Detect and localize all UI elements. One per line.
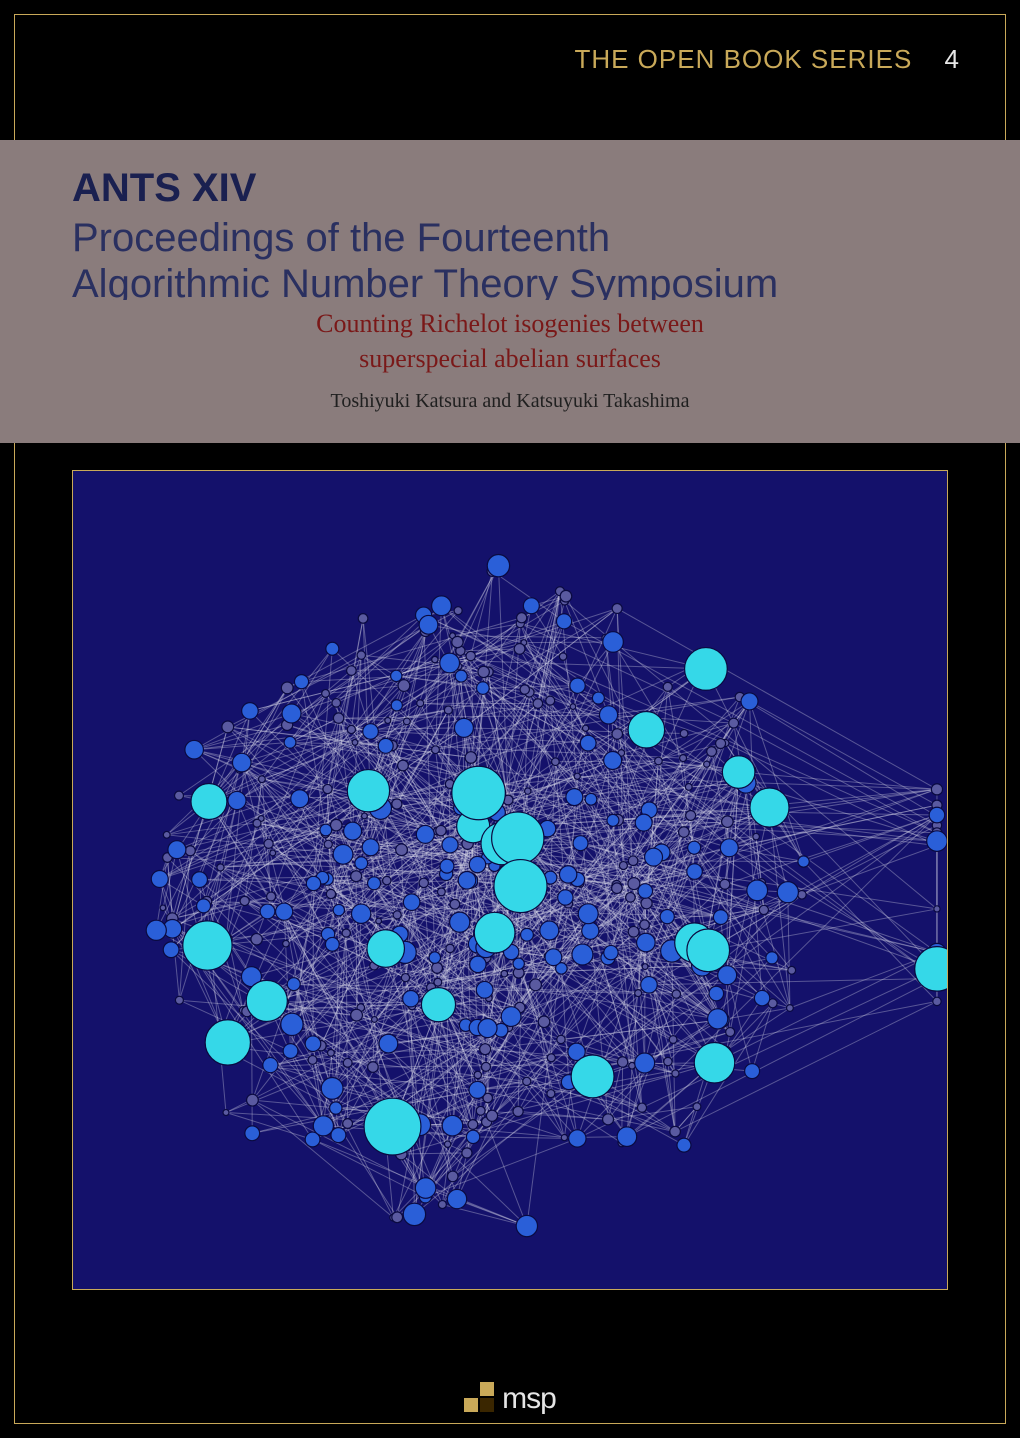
series-header: THE OPEN BOOK SERIES 4 <box>574 44 960 75</box>
paper-info-band: Counting Richelot isogenies between supe… <box>0 300 1020 443</box>
network-graph-figure <box>72 470 948 1290</box>
network-graph-svg <box>73 471 947 1289</box>
volume-subtitle-line1: Proceedings of the Fourteenth <box>72 215 1020 261</box>
volume-title-main: ANTS XIV <box>72 166 1020 211</box>
series-number: 4 <box>945 44 960 74</box>
publisher-name: msp <box>502 1382 556 1416</box>
paper-title-line1: Counting Richelot isogenies between <box>0 306 1020 341</box>
msp-logo: msp <box>464 1382 556 1416</box>
publisher-block: msp <box>0 1382 1020 1416</box>
paper-title-line2: superspecial abelian surfaces <box>0 341 1020 376</box>
msp-logo-icon <box>464 1382 494 1412</box>
series-name: THE OPEN BOOK SERIES <box>574 44 912 74</box>
paper-authors: Toshiyuki Katsura and Katsuyuki Takashim… <box>0 390 1020 413</box>
